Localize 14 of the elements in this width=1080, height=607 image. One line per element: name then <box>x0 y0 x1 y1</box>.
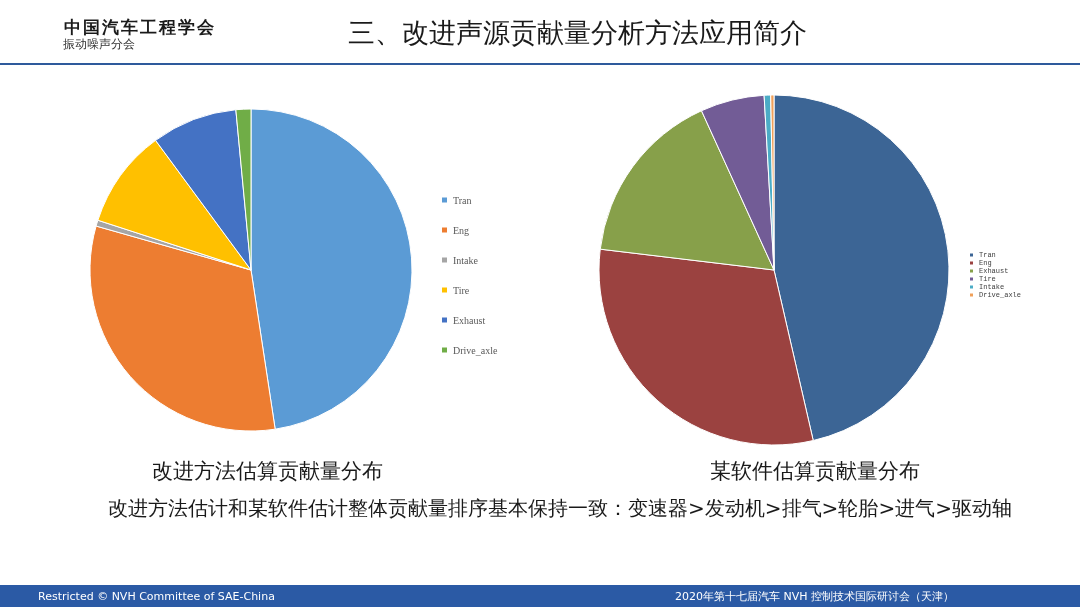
text: 中国汽车工程学会 <box>64 17 216 38</box>
text: 三、改进声源贡献量分析方法应用简介 <box>347 17 807 50</box>
legend-label: Intake <box>453 254 479 266</box>
legend-label: Tran <box>453 194 472 206</box>
legend-label: Eng <box>453 224 470 236</box>
text: 改进方法估算贡献量分布 <box>151 458 383 483</box>
legend-label: Exhaust <box>453 314 486 326</box>
legend-label: Drive_axle <box>453 344 498 356</box>
text: 2020年第十七届汽车 NVH 控制技术国际研讨会（天津） <box>675 590 955 604</box>
text: 振动噪声分会 <box>63 37 135 52</box>
text: 某软件估算贡献量分布 <box>710 458 920 483</box>
text: 改进方法估计和某软件估计整体贡献量排序基本保持一致：变速器>发动机>排气>轮胎>进气>驱动轴 <box>108 496 1012 520</box>
legend-label: Tire <box>453 284 470 296</box>
text: Restricted © NVH Committee of SAE-China <box>38 590 275 604</box>
